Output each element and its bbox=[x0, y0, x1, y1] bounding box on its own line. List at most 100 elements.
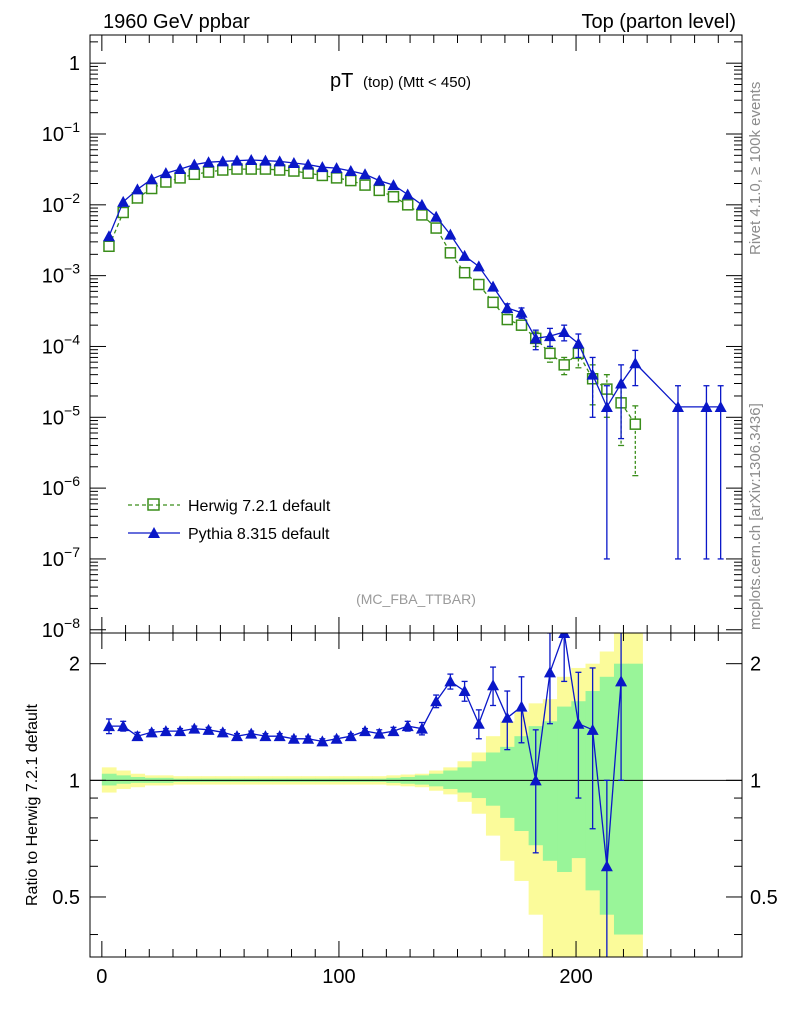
y-tick-label: 10−6 bbox=[42, 473, 80, 500]
herwig-point bbox=[430, 222, 442, 234]
herwig-point bbox=[174, 172, 186, 184]
header-left: 1960 GeV ppbar bbox=[103, 11, 250, 33]
legend-herwig-label: Herwig 7.2.1 default bbox=[188, 498, 331, 515]
ratio-point bbox=[543, 666, 556, 678]
y-tick-label: 10−5 bbox=[42, 402, 80, 429]
ratio-point bbox=[230, 730, 243, 742]
mc-uncertainty-band-green bbox=[542, 721, 558, 861]
herwig-point bbox=[330, 172, 343, 184]
ratio-point bbox=[501, 711, 514, 723]
y-tick-label-base: 10 bbox=[42, 478, 64, 500]
pythia-point bbox=[572, 337, 585, 349]
ratio-point bbox=[558, 633, 571, 638]
main-plot-frame bbox=[89, 34, 743, 634]
herwig-point bbox=[245, 163, 257, 175]
herwig-point bbox=[217, 164, 229, 176]
ratio-point bbox=[444, 675, 457, 687]
y-tick-label-base: 10 bbox=[42, 266, 64, 288]
mc-uncertainty-band-green bbox=[485, 752, 501, 806]
ratio-y-tick-label-right: 1 bbox=[750, 770, 761, 792]
pythia-point bbox=[543, 330, 556, 342]
ratio-point bbox=[529, 774, 542, 786]
pythia-point bbox=[615, 377, 628, 389]
pythia-point bbox=[373, 174, 386, 186]
legend-herwig-marker bbox=[147, 498, 160, 511]
herwig-point bbox=[473, 278, 485, 291]
ratio-point bbox=[131, 730, 144, 742]
y-tick-label-exponent: −5 bbox=[64, 402, 80, 418]
pythia-point bbox=[529, 332, 542, 344]
pythia-point bbox=[230, 154, 243, 166]
herwig-point bbox=[544, 347, 556, 360]
pythia-point bbox=[600, 400, 613, 412]
ratio-point bbox=[472, 717, 485, 729]
pythia-point bbox=[102, 230, 115, 242]
y-tick-label-base: 10 bbox=[42, 549, 64, 571]
mcplots-label: mcplots.cern.ch [arXiv:1306.3436] bbox=[747, 403, 764, 630]
series-line-herwig bbox=[108, 168, 636, 425]
ratio-point bbox=[245, 727, 258, 739]
pythia-point bbox=[458, 249, 471, 261]
pythia-point bbox=[501, 301, 514, 313]
herwig-point bbox=[302, 167, 314, 179]
series-line-pythia bbox=[108, 159, 721, 409]
analysis-watermark: (MC_FBA_TTBAR) bbox=[356, 591, 476, 607]
ratio-point bbox=[487, 679, 500, 691]
mc-uncertainty-band-green bbox=[500, 746, 515, 818]
y-tick-label: 10−1 bbox=[42, 119, 80, 146]
ratio-point bbox=[359, 725, 372, 737]
header-right: Top (parton level) bbox=[581, 11, 736, 33]
ratio-y-tick-label-right: 2 bbox=[750, 654, 761, 676]
ratio-point bbox=[159, 725, 172, 737]
pythia-point bbox=[586, 368, 599, 380]
plot-title-sub: (top) (Mtt < 450) bbox=[363, 74, 471, 91]
herwig-point bbox=[273, 164, 286, 176]
herwig-point bbox=[373, 184, 386, 197]
herwig-point bbox=[359, 179, 371, 191]
ratio-point bbox=[572, 717, 585, 729]
ratio-plot-frame bbox=[89, 632, 743, 958]
y-tick-label: 10−7 bbox=[42, 544, 80, 571]
ratio-point bbox=[117, 720, 130, 732]
pythia-point bbox=[188, 158, 201, 170]
mc-uncertainty-band-green bbox=[514, 736, 530, 832]
herwig-point bbox=[103, 240, 115, 253]
pythia-point bbox=[515, 306, 528, 318]
ratio-point bbox=[600, 860, 613, 872]
y-tick-label-base: 10 bbox=[42, 195, 64, 217]
pythia-point bbox=[700, 400, 713, 412]
x-tick-label: 200 bbox=[559, 966, 592, 988]
ratio-plot: 0.5 0.5 1 1 2 2 0 100 200 Ratio to Herwig 7.2.1 … bbox=[24, 632, 778, 988]
rivet-version-label: Rivet 4.1.0, ≥ 100k events bbox=[747, 82, 764, 255]
pythia-point bbox=[415, 198, 428, 210]
pythia-point bbox=[117, 195, 130, 207]
pythia-point bbox=[472, 260, 485, 272]
y-tick-label-base: 10 bbox=[42, 336, 64, 358]
herwig-point bbox=[188, 168, 201, 181]
y-tick-label-exponent: −6 bbox=[64, 473, 80, 489]
pythia-point bbox=[671, 400, 684, 412]
ratio-point bbox=[316, 735, 329, 747]
ratio-point bbox=[273, 730, 286, 742]
y-tick-label-exponent: −8 bbox=[64, 615, 80, 631]
ratio-point bbox=[344, 730, 357, 742]
legend-pythia-label: Pythia 8.315 default bbox=[188, 526, 330, 543]
legend-herwig: Herwig 7.2.1 default bbox=[128, 498, 331, 515]
ratio-point bbox=[188, 722, 201, 734]
y-tick-label-base: 10 bbox=[42, 620, 64, 642]
pythia-point bbox=[401, 188, 414, 200]
pythia-point bbox=[316, 161, 329, 173]
ratio-point bbox=[373, 727, 386, 739]
pythia-point bbox=[216, 155, 229, 167]
pythia-point bbox=[273, 155, 286, 167]
y-tick-label: 10−2 bbox=[42, 190, 80, 217]
ratio-point bbox=[615, 675, 628, 687]
x-tick-label: 100 bbox=[322, 966, 355, 988]
mc-uncertainty-band-green bbox=[443, 770, 458, 789]
herwig-point bbox=[444, 247, 457, 259]
y-tick-label-base: 1 bbox=[69, 53, 80, 75]
ratio-y-tick-label: 2 bbox=[69, 654, 80, 676]
herwig-point bbox=[629, 418, 642, 430]
ratio-point bbox=[515, 700, 528, 712]
